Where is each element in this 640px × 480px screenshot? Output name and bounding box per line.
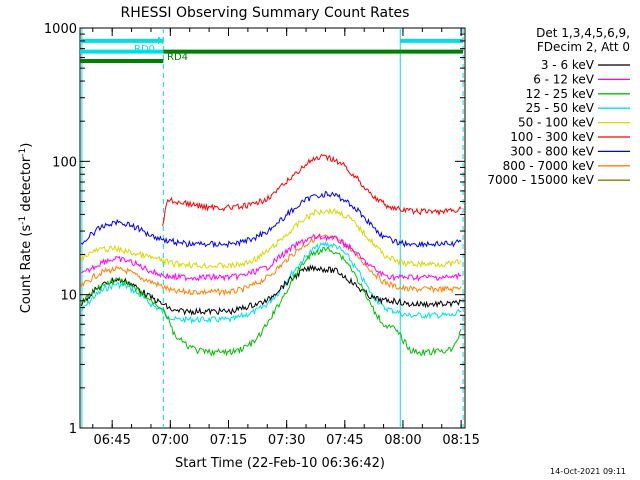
x-axis-label: Start Time (22-Feb-10 06:36:42) bbox=[175, 456, 385, 471]
legend-label-7000-15000-kev: 7000 - 15000 keV bbox=[487, 173, 594, 187]
axis-ticks: 06:45 07:00 07:15 07:30 07:45 08:00 08:15 1 10 10… bbox=[44, 22, 480, 448]
legend-label-800-7000-kev: 800 - 7000 keV bbox=[503, 159, 595, 173]
series-line-25-50-kev bbox=[80, 240, 462, 325]
y-tick-label-10: 10 bbox=[60, 289, 77, 304]
series-line-3-6-kev bbox=[80, 264, 462, 316]
series-line-300-800-kev bbox=[80, 190, 462, 249]
x-tick-label-07-15: 07:15 bbox=[210, 433, 247, 448]
legend-label-6-12-kev: 6 - 12 keV bbox=[533, 72, 595, 86]
y-tick-label-100: 100 bbox=[52, 155, 77, 170]
x-tick-label-07-45: 07:45 bbox=[326, 433, 363, 448]
legend: Det 1,3,4,5,6,9, FDecim 2, Att 0 3 - 6 k… bbox=[487, 26, 630, 187]
legend-label-300-800-kev: 300 - 800 keV bbox=[510, 144, 594, 158]
series-line-800-7000-kev bbox=[80, 234, 462, 297]
x-tick-label-08-00: 08:00 bbox=[384, 433, 421, 448]
legend-label-25-50-kev: 25 - 50 keV bbox=[526, 101, 595, 115]
time-markers bbox=[81, 28, 464, 428]
legend-label-3-6-kev: 3 - 6 keV bbox=[541, 58, 595, 72]
legend-header-line-2: FDecim 2, Att 0 bbox=[537, 40, 630, 54]
legend-label-50-100-kev: 50 - 100 keV bbox=[518, 116, 595, 130]
series-lines bbox=[80, 153, 462, 357]
y-axis-label: Count Rate (s-1 detector-1) bbox=[18, 143, 34, 314]
series-line-6-12-kev bbox=[81, 233, 462, 282]
x-tick-label-06-45: 06:45 bbox=[93, 433, 130, 448]
legend-label-100-300-kev: 100 - 300 keV bbox=[510, 130, 594, 144]
x-tick-label-08-15: 08:15 bbox=[442, 433, 479, 448]
x-tick-label-07-00: 07:00 bbox=[152, 433, 189, 448]
state-bar-label-rd0: RD0 bbox=[134, 44, 155, 55]
legend-header-line-1: Det 1,3,4,5,6,9, bbox=[536, 26, 630, 40]
series-line-50-100-kev bbox=[80, 207, 462, 270]
y-tick-label-1000: 1000 bbox=[44, 22, 77, 37]
y-tick-label-1: 1 bbox=[69, 422, 77, 437]
series-line-12-25-kev bbox=[80, 246, 462, 357]
x-tick-label-07-30: 07:30 bbox=[268, 433, 305, 448]
chart-title: RHESSI Observing Summary Count Rates bbox=[121, 5, 410, 21]
state-bar-label-n: N bbox=[157, 36, 164, 47]
timestamp: 14-Oct-2021 09:11 bbox=[550, 467, 626, 476]
state-bar-label-rd4: RD4 bbox=[167, 52, 188, 63]
legend-label-12-25-kev: 12 - 25 keV bbox=[526, 87, 595, 101]
series-line-100-300-kev bbox=[162, 153, 462, 227]
plot-frame bbox=[79, 27, 466, 429]
